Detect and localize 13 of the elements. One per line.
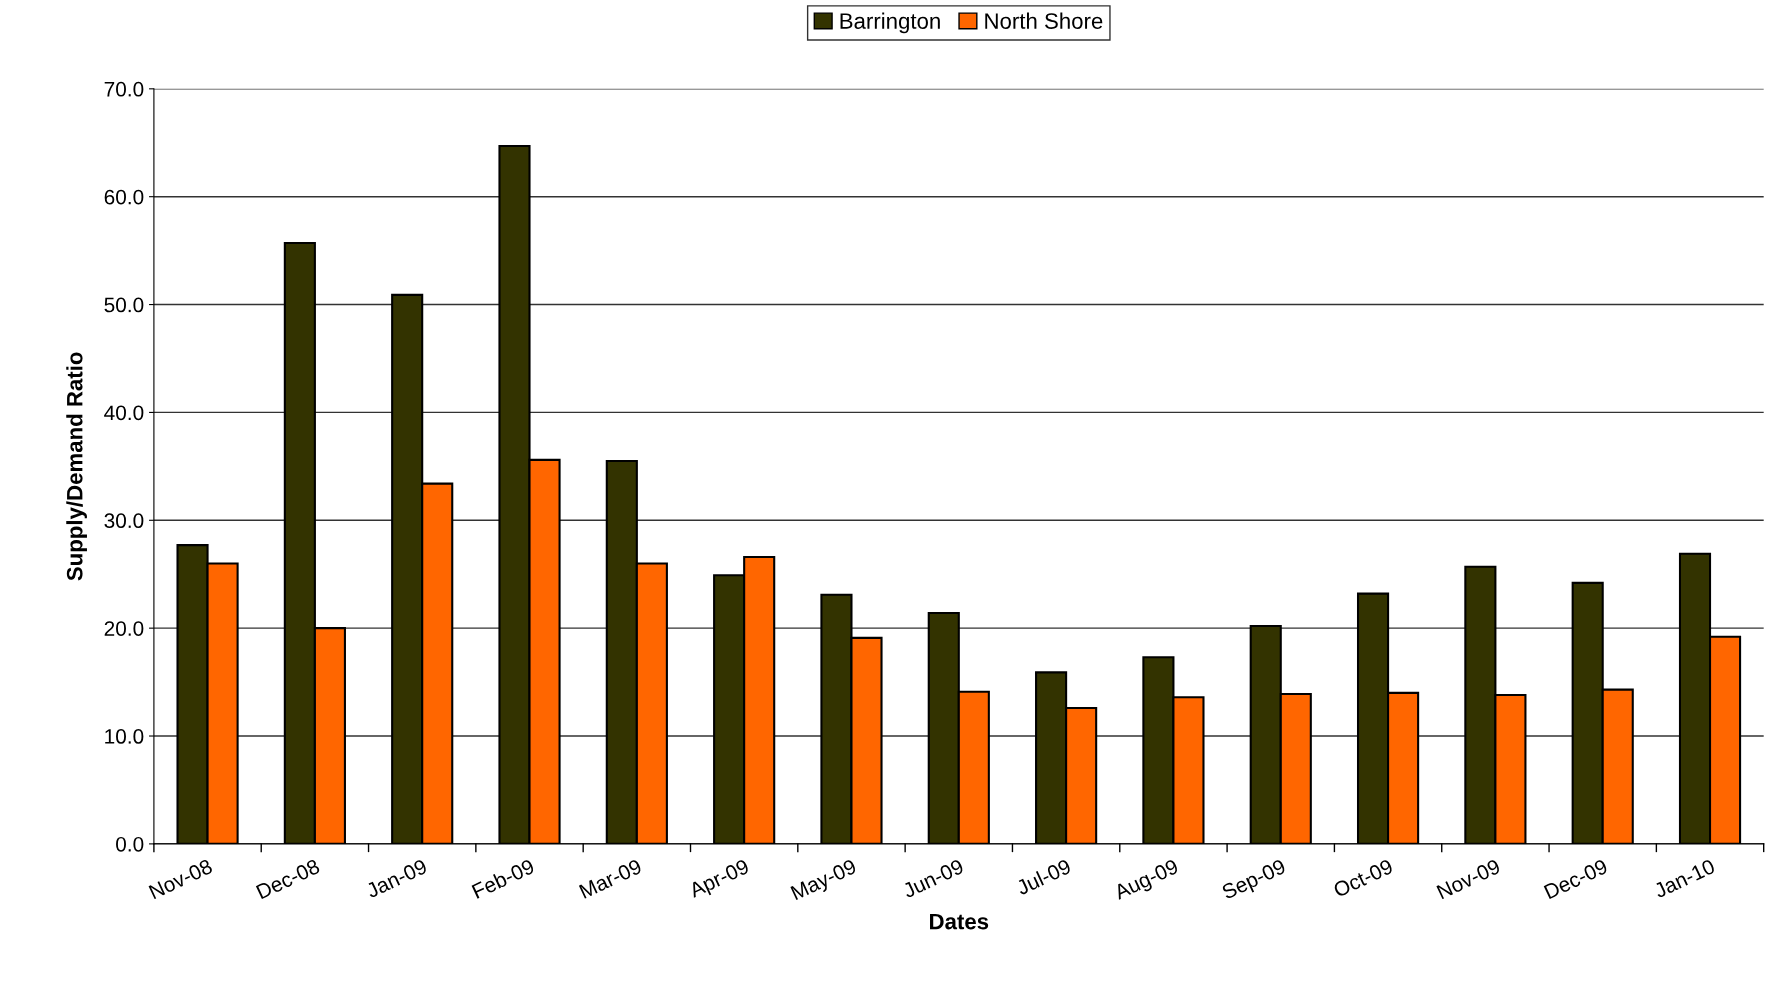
y-tick-label: 30.0 xyxy=(104,513,144,529)
y-tick-label: 0.0 xyxy=(116,836,144,852)
legend-label: Barrington xyxy=(840,12,940,34)
y-tick-label: 20.0 xyxy=(104,621,144,636)
y-tick-label: 50.0 xyxy=(104,297,144,313)
y-tick-label: 40.0 xyxy=(104,405,144,421)
x-tick-label: Jul-09 xyxy=(1014,858,1072,896)
y-axis-title: Supply/Demand Ratio xyxy=(66,352,87,581)
legend-label: North Shore xyxy=(985,12,1103,29)
y-tick-label: 70.0 xyxy=(104,81,144,97)
y-tick-label: 10.0 xyxy=(105,729,144,744)
x-axis-title: Dates xyxy=(930,913,989,930)
y-tick-label: 60.0 xyxy=(104,189,144,205)
